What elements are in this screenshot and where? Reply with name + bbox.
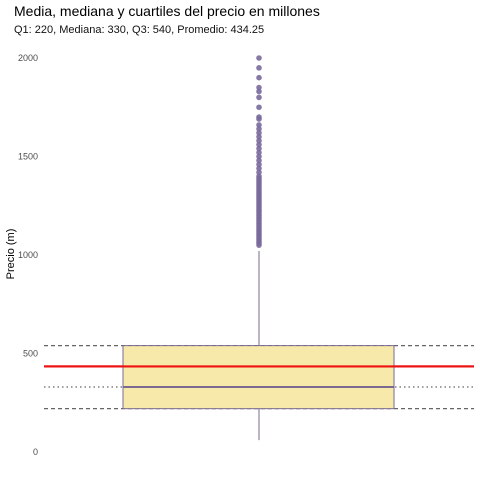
outlier-point [256,149,262,156]
outlier-point [256,130,262,136]
outlier-point [256,161,262,168]
outlier-point [256,94,262,101]
outlier-point [256,137,262,144]
outlier-point [256,88,262,95]
y-tick-label: 2000 [18,53,38,63]
outlier-point [256,173,262,179]
y-tick-label: 1000 [18,250,38,260]
y-tick-label: 500 [23,349,38,359]
y-tick-label: 1500 [18,152,38,162]
box-iqr [122,345,395,410]
outlier-point [256,165,262,172]
outlier-point [256,145,262,152]
y-axis-ticks: 0 500 1000 1500 2000 [18,53,38,457]
outlier-point [256,122,262,128]
outlier-point [256,65,262,71]
outlier-point [256,84,262,91]
outlier-point [256,141,262,148]
outlier-point [256,55,262,61]
outlier-points [256,55,262,248]
box [44,251,474,441]
outlier-point [256,169,262,176]
chart-subtitle: Q1: 220, Mediana: 330, Q3: 540, Promedio… [14,24,264,36]
chart-title: Media, mediana y cuartiles del precio en… [14,3,320,19]
y-tick-label: 0 [33,447,38,457]
outlier-point [256,157,262,164]
outlier-point [256,114,262,120]
outlier-point [256,153,262,160]
outlier-point [256,104,262,111]
outlier-point [256,126,262,132]
y-axis-title: Precio (m) [5,229,17,280]
outlier-point [256,134,262,140]
outlier-point [256,74,262,81]
